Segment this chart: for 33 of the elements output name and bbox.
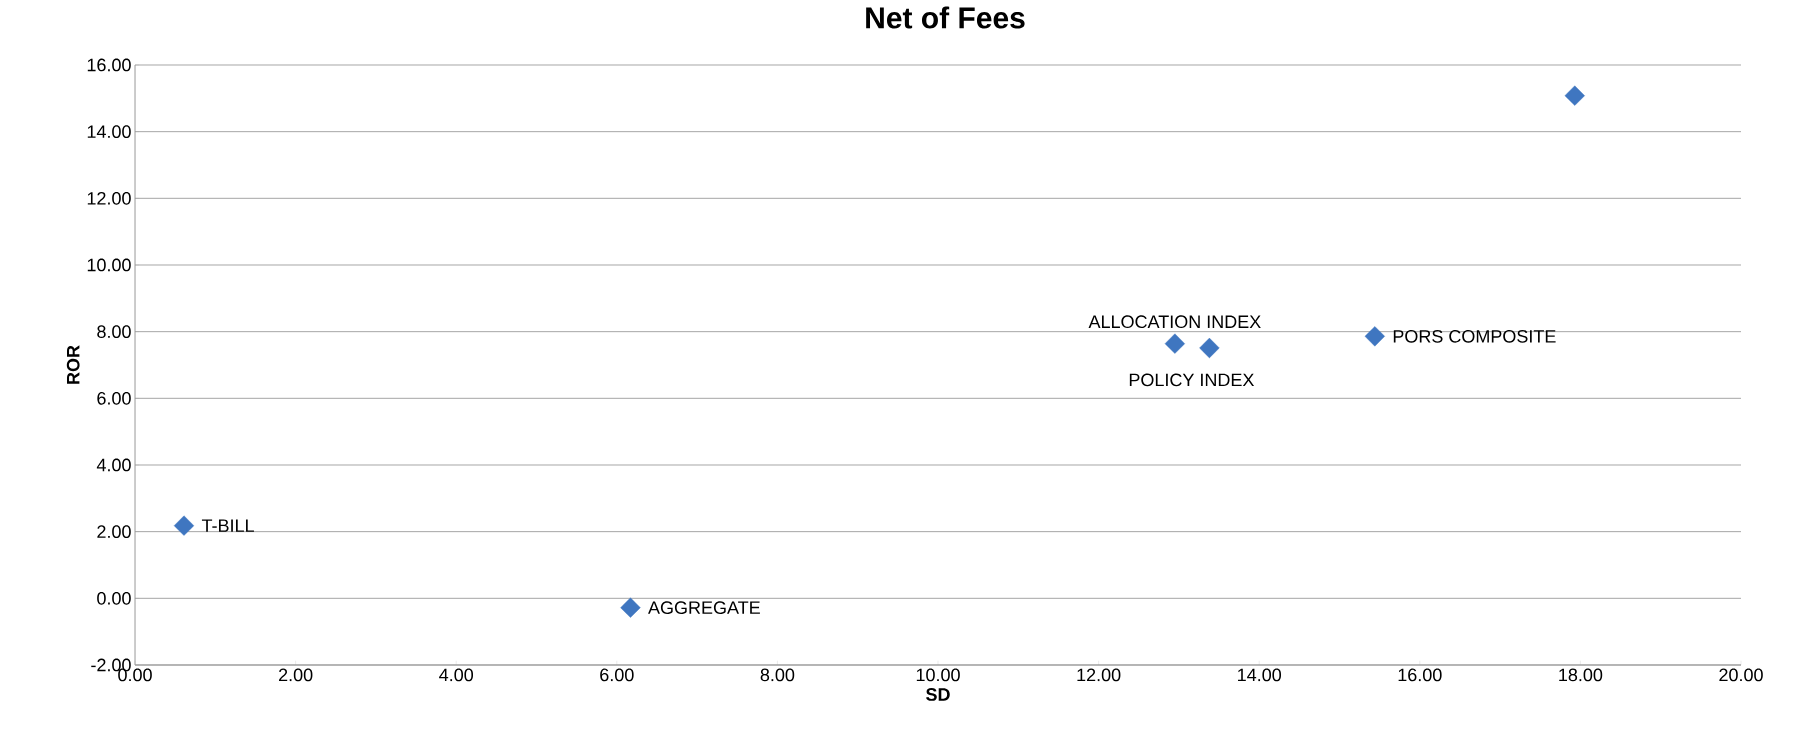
chart-title: Net of Fees	[866, 6, 1025, 29]
x-tick-label: 10.00	[916, 668, 960, 682]
y-axis-title: ROR	[66, 345, 80, 384]
y-tick-label: 4.00	[96, 458, 131, 472]
y-tick-label: 12.00	[87, 191, 131, 205]
point	[1199, 337, 1220, 359]
point	[1164, 333, 1185, 354]
annotation: AGGREGATE	[648, 601, 760, 615]
x-tick-label: 6.00	[600, 668, 634, 682]
x-tick-label: 16.00	[1398, 668, 1442, 682]
y-tick-label: 14.00	[87, 125, 131, 139]
x-tick-label: 4.00	[439, 668, 474, 682]
y-tick-label: 10.00	[87, 258, 131, 272]
point	[1364, 326, 1385, 347]
annotation: PORS COMPOSITE	[1393, 329, 1556, 343]
point	[173, 515, 195, 536]
point	[620, 597, 641, 618]
annotation: T-BILL	[201, 519, 254, 532]
y-tick-label: 0.00	[97, 591, 131, 605]
y-tick-label: 16.00	[87, 58, 131, 72]
y-tick-label: 6.00	[97, 391, 131, 405]
point	[1564, 85, 1585, 106]
annotation: ALLOCATION INDEX	[1088, 315, 1261, 329]
x-tick-label: 2.00	[279, 668, 313, 682]
x-tick-label: 14.00	[1238, 668, 1282, 682]
annotation: POLICY INDEX	[1129, 373, 1255, 387]
y-tick-label: 2.00	[97, 525, 131, 539]
x-tick-label: 12.00	[1077, 668, 1121, 682]
x-axis-title: SD	[926, 688, 950, 701]
x-tick-label: 20.00	[1719, 668, 1763, 682]
x-tick-label: 18.00	[1559, 668, 1603, 682]
x-tick-label: 8.00	[760, 668, 795, 682]
y-tick-label: 8.00	[97, 325, 131, 339]
